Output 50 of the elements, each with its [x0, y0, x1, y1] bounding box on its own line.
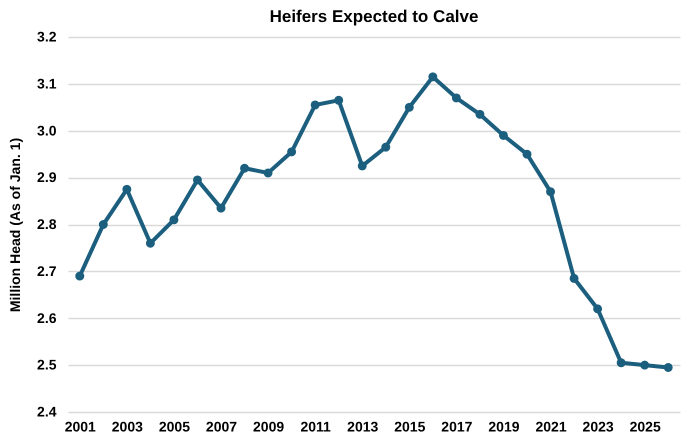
- point: [593, 304, 602, 314]
- x-tick-label: 2003: [112, 418, 144, 434]
- y-tick-label: 2.8: [37, 216, 57, 232]
- point: [216, 204, 226, 213]
- point: [122, 184, 132, 194]
- y-tick-label: 2.5: [37, 356, 57, 373]
- point: [334, 96, 344, 105]
- x-tick-label: 2023: [582, 418, 614, 434]
- x-tick-label: 2019: [488, 418, 520, 434]
- point: [404, 102, 414, 112]
- x-tick-label: 2005: [158, 418, 190, 434]
- x-tick-label: 2001: [64, 418, 96, 434]
- y-tick-label: 2.4: [37, 404, 57, 420]
- x-tick-label: 2007: [206, 418, 238, 434]
- point: [192, 176, 202, 184]
- x-tick-label: 2011: [300, 418, 332, 434]
- y-tick-label: 3.2: [37, 28, 57, 44]
- point: [428, 72, 438, 82]
- point: [146, 238, 155, 248]
- y-tick-label: 2.9: [37, 169, 57, 186]
- y-tick-label: 2.7: [37, 262, 57, 279]
- point: [381, 142, 390, 152]
- point: [169, 215, 178, 224]
- x-tick-label: 2017: [441, 418, 473, 434]
- point: [616, 358, 626, 368]
- point: [75, 272, 84, 281]
- y-tick-label: 2.6: [37, 310, 57, 326]
- point: [475, 110, 484, 119]
- point: [498, 130, 508, 140]
- point: [310, 100, 320, 110]
- x-tick-label: 2013: [347, 418, 379, 434]
- y-axis-title: Million Head (As of Jan. 1): [7, 138, 24, 312]
- chart-title: Heifers Expected to Calve: [270, 7, 478, 26]
- point: [640, 360, 650, 370]
- point: [570, 274, 579, 283]
- y-tick-label: 3.1: [37, 75, 57, 92]
- y-tick-label: 3.0: [37, 122, 57, 138]
- point: [522, 150, 532, 159]
- x-tick-label: 2009: [253, 418, 284, 434]
- point: [546, 187, 556, 196]
- point: [452, 93, 461, 102]
- point: [358, 161, 367, 170]
- point: [287, 147, 296, 156]
- x-tick-label: 2025: [630, 418, 661, 434]
- x-tick-label: 2015: [394, 418, 426, 434]
- point: [264, 168, 273, 178]
- x-tick-label: 2021: [535, 418, 567, 434]
- point: [98, 220, 108, 229]
- point: [664, 363, 673, 372]
- point: [240, 164, 250, 173]
